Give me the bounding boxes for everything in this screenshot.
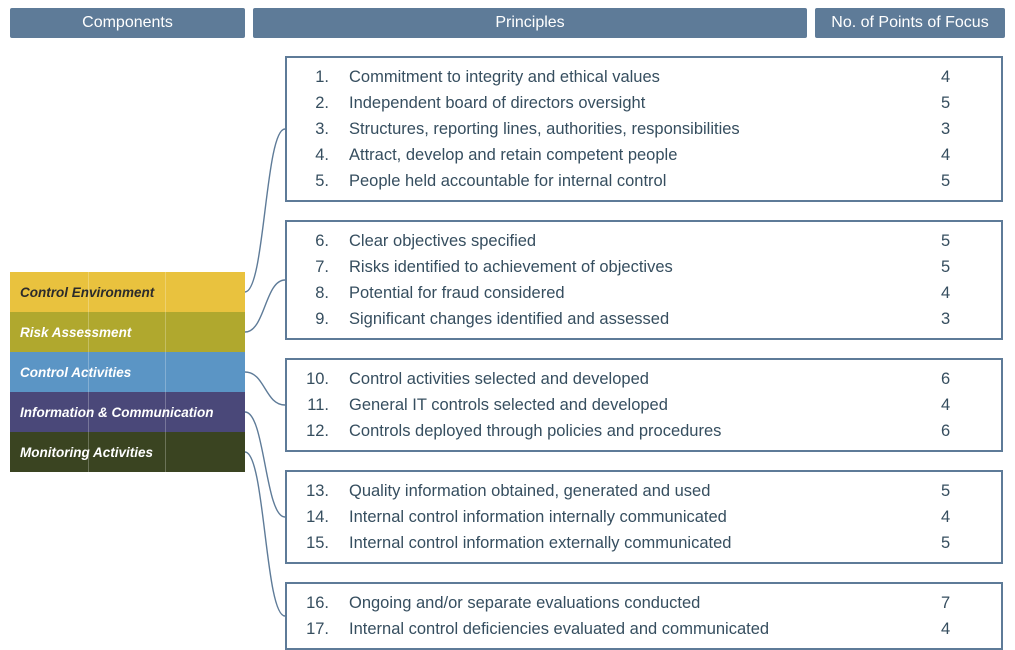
focus-count: 4 [931, 142, 991, 168]
principle-text: People held accountable for internal con… [349, 168, 931, 194]
principle-number: 6. [293, 228, 335, 254]
principle-text: Structures, reporting lines, authorities… [349, 116, 931, 142]
principle-row: 16. Ongoing and/or separate evaluations c… [293, 590, 991, 616]
principle-text: Risks identified to achievement of objec… [349, 254, 931, 280]
focus-count: 5 [931, 254, 991, 280]
focus-count: 5 [931, 530, 991, 556]
principle-row: 4. Attract, develop and retain competent … [293, 142, 991, 168]
principle-row: 1. Commitment to integrity and ethical va… [293, 64, 991, 90]
principle-number: 15. [293, 530, 335, 556]
principles-group: 10. Control activities selected and devel… [285, 358, 1003, 452]
principle-number: 12. [293, 418, 335, 444]
principle-number: 1. [293, 64, 335, 90]
principle-text: Controls deployed through policies and p… [349, 418, 931, 444]
header-principles: Principles [253, 8, 807, 38]
focus-count: 5 [931, 478, 991, 504]
principle-row: 6. Clear objectives specified5 [293, 228, 991, 254]
principles-column: 1. Commitment to integrity and ethical va… [285, 56, 1003, 650]
principle-text: Potential for fraud considered [349, 280, 931, 306]
focus-count: 3 [931, 306, 991, 332]
principle-number: 16. [293, 590, 335, 616]
principle-number: 4. [293, 142, 335, 168]
principle-text: Ongoing and/or separate evaluations cond… [349, 590, 931, 616]
principle-number: 8. [293, 280, 335, 306]
principle-row: 7. Risks identified to achievement of obj… [293, 254, 991, 280]
focus-count: 7 [931, 590, 991, 616]
focus-count: 3 [931, 116, 991, 142]
principle-row: 3. Structures, reporting lines, authoriti… [293, 116, 991, 142]
principle-row: 8. Potential for fraud considered4 [293, 280, 991, 306]
principle-text: Internal control information internally … [349, 504, 931, 530]
principle-row: 15. Internal control information externa… [293, 530, 991, 556]
focus-count: 6 [931, 366, 991, 392]
focus-count: 4 [931, 504, 991, 530]
principles-group: 1. Commitment to integrity and ethical va… [285, 56, 1003, 202]
principle-text: Internal control deficiencies evaluated … [349, 616, 931, 642]
principles-group: 16. Ongoing and/or separate evaluations c… [285, 582, 1003, 650]
principle-text: Control activities selected and develope… [349, 366, 931, 392]
principle-text: Significant changes identified and asses… [349, 306, 931, 332]
principle-number: 5. [293, 168, 335, 194]
principle-text: Attract, develop and retain competent pe… [349, 142, 931, 168]
principle-row: 14. Internal control information interna… [293, 504, 991, 530]
principle-number: 9. [293, 306, 335, 332]
principles-group: 13. Quality information obtained, generat… [285, 470, 1003, 564]
principle-number: 10. [293, 366, 335, 392]
focus-count: 4 [931, 280, 991, 306]
principle-number: 2. [293, 90, 335, 116]
principle-number: 3. [293, 116, 335, 142]
principle-number: 11. [293, 392, 335, 418]
principle-text: Commitment to integrity and ethical valu… [349, 64, 931, 90]
component-bar: Control Environment [10, 272, 245, 312]
principle-text: Clear objectives specified [349, 228, 931, 254]
focus-count: 4 [931, 64, 991, 90]
focus-count: 5 [931, 168, 991, 194]
principle-row: 17. Internal control deficiencies evaluat… [293, 616, 991, 642]
focus-count: 5 [931, 90, 991, 116]
principle-row: 2. Independent board of directors oversig… [293, 90, 991, 116]
principle-row: 13. Quality information obtained, generat… [293, 478, 991, 504]
principle-row: 10. Control activities selected and devel… [293, 366, 991, 392]
header-focus: No. of Points of Focus [815, 8, 1005, 38]
principle-row: 5. People held accountable for internal c… [293, 168, 991, 194]
principle-text: Internal control information externally … [349, 530, 931, 556]
principle-text: General IT controls selected and develop… [349, 392, 931, 418]
components-stack: Control Environment Risk Assessment Cont… [10, 272, 245, 472]
principle-number: 14. [293, 504, 335, 530]
principle-text: Quality information obtained, generated … [349, 478, 931, 504]
focus-count: 4 [931, 392, 991, 418]
component-bar: Risk Assessment [10, 312, 245, 352]
principle-row: 9. Significant changes identified and ass… [293, 306, 991, 332]
principles-group: 6. Clear objectives specified5 7. Risks ide… [285, 220, 1003, 340]
header-components: Components [10, 8, 245, 38]
principle-row: 12. Controls deployed through policies an… [293, 418, 991, 444]
component-bar: Monitoring Activities [10, 432, 245, 472]
focus-count: 6 [931, 418, 991, 444]
principle-row: 11. General IT controls selected and deve… [293, 392, 991, 418]
principle-number: 17. [293, 616, 335, 642]
header-row: Components Principles No. of Points of F… [0, 0, 1015, 52]
component-bar: Control Activities [10, 352, 245, 392]
principle-text: Independent board of directors oversight [349, 90, 931, 116]
focus-count: 4 [931, 616, 991, 642]
component-bar: Information & Communication [10, 392, 245, 432]
principle-number: 13. [293, 478, 335, 504]
focus-count: 5 [931, 228, 991, 254]
principle-number: 7. [293, 254, 335, 280]
